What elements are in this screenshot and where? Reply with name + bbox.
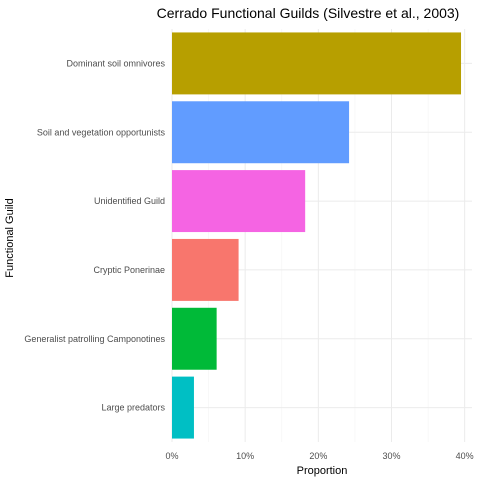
bar — [172, 376, 194, 439]
y-axis-title: Functional Guild — [4, 198, 16, 278]
x-tick-label: 40% — [456, 451, 474, 461]
y-axis-tick-labels: Dominant soil omnivores Soil and vegetati… — [24, 58, 165, 412]
bar — [172, 170, 306, 233]
chart-title: Cerrado Functional Guilds (Silvestre et … — [157, 5, 460, 21]
y-tick-label: Large predators — [101, 403, 165, 413]
x-tick-label: 20% — [309, 451, 327, 461]
x-axis-title: Proportion — [297, 465, 348, 477]
bar — [172, 307, 217, 370]
y-tick-label: Unidentified Guild — [94, 196, 165, 206]
y-tick-label: Generalist patrolling Camponotines — [24, 334, 165, 344]
x-tick-label: 30% — [383, 451, 401, 461]
x-axis-tick-labels: 0% 10% 20% 30% 40% — [165, 451, 473, 461]
x-tick-label: 10% — [236, 451, 254, 461]
bar — [172, 101, 350, 164]
y-tick-label: Cryptic Ponerinae — [93, 265, 165, 275]
bar — [172, 32, 462, 95]
y-tick-label: Dominant soil omnivores — [66, 58, 165, 68]
x-tick-label: 0% — [165, 451, 178, 461]
y-tick-label: Soil and vegetation opportunists — [37, 127, 166, 137]
bar — [172, 238, 239, 301]
bars — [172, 32, 462, 439]
